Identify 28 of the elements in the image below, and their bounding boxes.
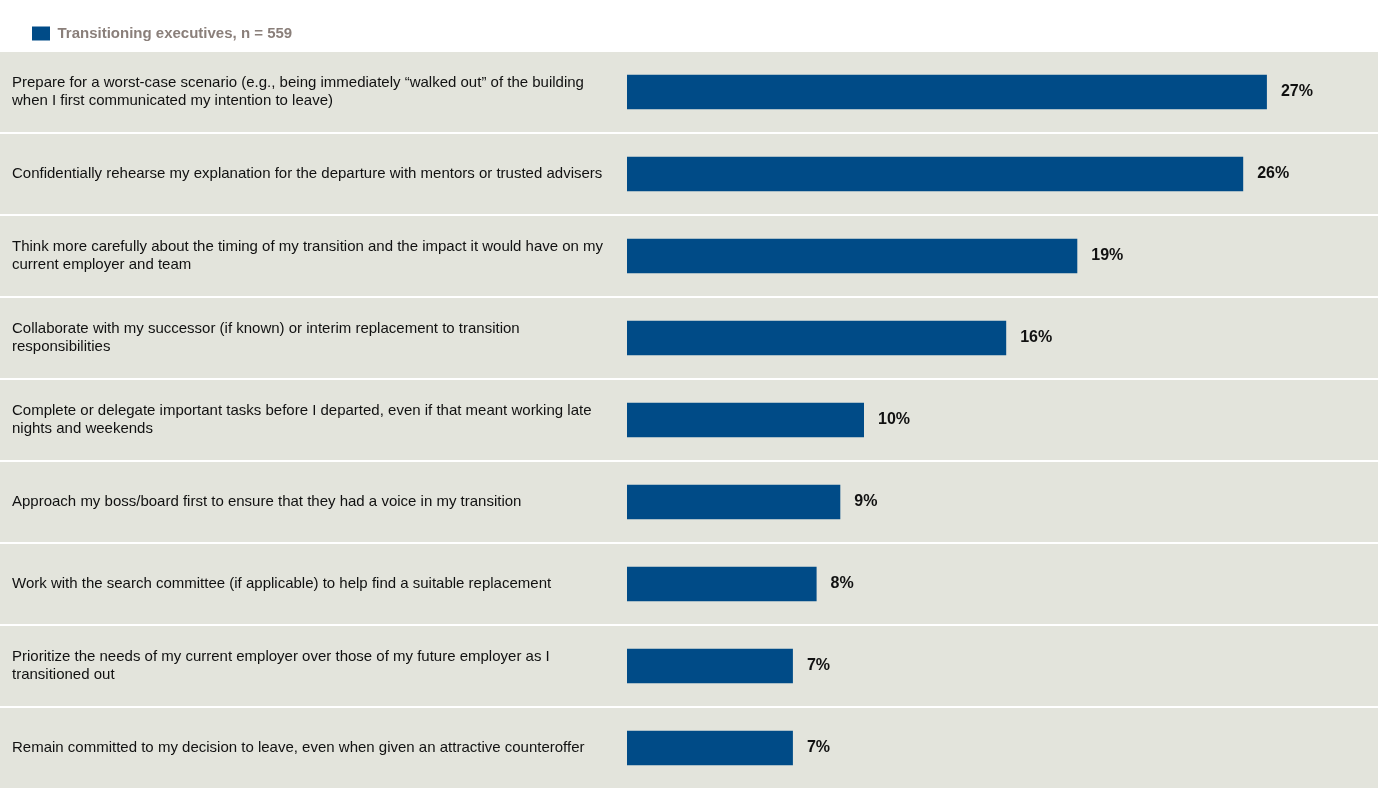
data-label: 10% [878, 410, 911, 428]
data-label: 7% [806, 656, 831, 674]
y-tick-label: Approach my boss/board first to ensure that they had a voice in my transition [12, 492, 522, 510]
bar [627, 730, 793, 766]
y-tick-label: Work with the search committee (if applicable) to help find a suitable replacement [12, 574, 552, 592]
data-label: 8% [830, 574, 854, 592]
y-tick-label: Prioritize the needs of my current employer over those of my future employer as I transitioned out [12, 647, 550, 683]
bar [627, 402, 864, 438]
y-tick-label: Confidentially rehearse my explanation for the departure with mentors or trusted advisers [12, 164, 603, 182]
y-tick-label: Remain committed to my decision to leave, even when given an attractive counteroffer [12, 738, 585, 756]
data-label: 19% [1091, 246, 1124, 264]
bar [627, 648, 793, 684]
data-label: 27% [1280, 82, 1313, 100]
bar [627, 320, 1007, 356]
data-label: 7% [806, 738, 831, 756]
bar [627, 484, 841, 520]
bar [627, 156, 1244, 192]
data-label: 9% [854, 492, 878, 510]
bar [627, 74, 1267, 110]
y-tick-label: Complete or delegate important tasks before I departed, even if that meant working late nights and weekends [12, 401, 592, 437]
data-label: 26% [1257, 164, 1290, 182]
bar [627, 566, 817, 602]
legend-label: Transitioning executives, n = 559 [57, 23, 293, 41]
y-tick-label: Collaborate with my successor (if known) or interim replacement to transition responsibilities [12, 319, 520, 355]
y-tick-label: Prepare for a worst-case scenario (e.g., being immediately “walked out” of the building when I first communicated my intention to leave) [11, 73, 584, 109]
data-label: 16% [1020, 328, 1053, 346]
y-tick-label: Think more carefully about the timing of my transition and the impact it would have on my current employer and team [12, 237, 604, 273]
bar [627, 238, 1078, 274]
